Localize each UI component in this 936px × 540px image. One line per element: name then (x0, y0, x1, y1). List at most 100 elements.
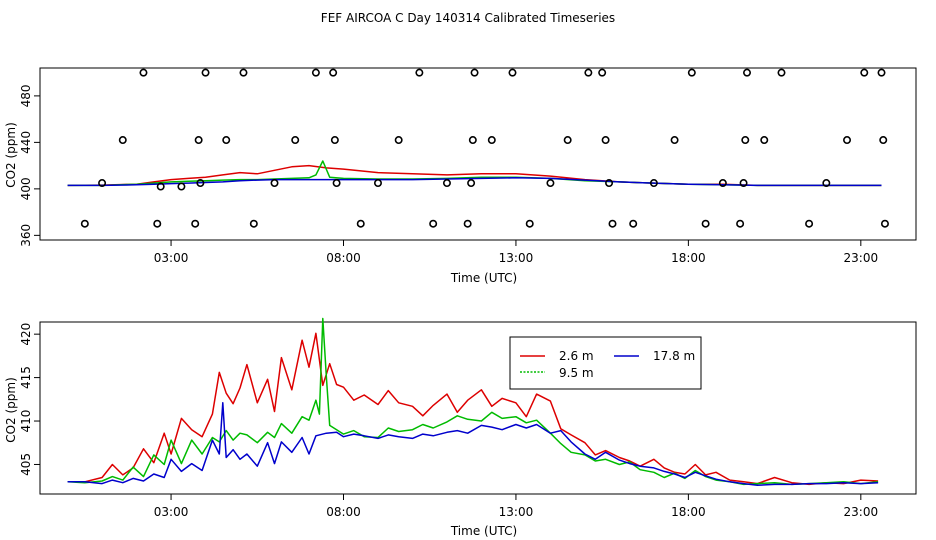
panel-1-outlier-point (777, 68, 786, 77)
panel-2-y-tick-label: 405 (19, 453, 33, 476)
panel-2-x-tick-label: 23:00 (844, 505, 879, 519)
panel-2-series-17-8-m (67, 402, 879, 487)
panel-1-outlier-point (153, 219, 162, 228)
panel-1-x-axis: 03:00 08:00 13:00 18:00 23:00 (154, 240, 878, 265)
panel-1-series (67, 68, 889, 228)
panel-1-outlier-point (330, 136, 339, 145)
panel-1-outlier-point (649, 179, 658, 188)
panel-1-outlier-point (525, 219, 534, 228)
panel-1-outlier-point (879, 136, 888, 145)
figure-title: FEF AIRCOA C Day 140314 Calibrated Times… (321, 11, 615, 25)
legend-label-9-5m: 9.5 m (559, 366, 594, 380)
panel-1-outlier-point (601, 136, 610, 145)
legend-box (509, 336, 702, 390)
panel-1-outlier-point (373, 179, 382, 188)
panel-1-outlier-point (822, 179, 831, 188)
panel-1-outlier-point (687, 68, 696, 77)
panel-1-y-tick-label: 440 (19, 131, 33, 154)
panel-1-outlier-point (177, 182, 186, 191)
panel-1-outlier-point (880, 219, 889, 228)
panel-1-outlier-point (860, 68, 869, 77)
panel-1-outlier-point (196, 179, 205, 188)
panel-1-outlier-point (332, 179, 341, 188)
panel-1-outlier-point (546, 179, 555, 188)
panel-1-outlier-point (356, 219, 365, 228)
panel-1-outlier-point (877, 68, 886, 77)
panel-1-outlier-point (470, 68, 479, 77)
panel-2-y-tick-label: 415 (19, 366, 33, 389)
panel-1-outlier-point (598, 68, 607, 77)
panel-1-outlier-point (584, 68, 593, 77)
panel-2-x-axis-label: Time (UTC) (450, 524, 517, 538)
panel-1-outlier-point (629, 219, 638, 228)
panel-1-outlier-point (843, 136, 852, 145)
panel-1-outlier-point (736, 219, 745, 228)
legend-label-2-6m: 2.6 m (559, 349, 594, 363)
panel-1-outlier-point (701, 219, 710, 228)
panel-1-y-axis: 360 400 440 480 (19, 84, 40, 247)
panel-1-outlier-point (291, 136, 300, 145)
panel-2-y-tick-label: 410 (19, 410, 33, 433)
panel-1-outlier-point (415, 68, 424, 77)
panel-1-outlier-point (605, 179, 614, 188)
panel-2: 03:00 08:00 13:00 18:00 23:00 405 410 415 420 T… (4, 317, 917, 538)
panel-1-outlier-point (311, 68, 320, 77)
panel-1-outlier-point (80, 219, 89, 228)
panel-1-outlier-point (222, 136, 231, 145)
panel-2-series-9-5-m (67, 317, 879, 486)
panel-1-outlier-point (743, 68, 752, 77)
panel-1-outlier-point (487, 136, 496, 145)
panel-1-outlier-point (467, 179, 476, 188)
panel-1-x-tick-label: 03:00 (154, 251, 189, 265)
panel-1-outlier-point (739, 179, 748, 188)
panel-1: 03:00 08:00 13:00 18:00 23:00 360 400 440 480 T… (4, 67, 917, 285)
panel-1-outlier-point (741, 136, 750, 145)
panel-1-outlier-point (270, 179, 279, 188)
panel-1-outlier-point (429, 219, 438, 228)
panel-2-x-tick-label: 08:00 (326, 505, 361, 519)
panel-1-y-tick-label: 480 (19, 84, 33, 107)
panel-2-x-tick-label: 13:00 (499, 505, 534, 519)
panel-1-outlier-point (394, 136, 403, 145)
panel-1-outlier-point (156, 182, 165, 191)
panel-1-y-axis-label: CO2 (ppm) (4, 122, 18, 188)
panel-1-outlier-point (139, 68, 148, 77)
panel-1-outlier-point (442, 179, 451, 188)
panel-1-outlier-point (468, 136, 477, 145)
panel-1-outlier-point (194, 136, 203, 145)
panel-1-outlier-point (239, 68, 248, 77)
panel-1-outlier-point (98, 179, 107, 188)
legend-label-17-8m: 17.8 m (653, 349, 695, 363)
panel-1-x-axis-label: Time (UTC) (450, 271, 517, 285)
panel-2-x-tick-label: 18:00 (671, 505, 706, 519)
panel-2-x-tick-label: 03:00 (154, 505, 189, 519)
panel-1-outlier-point (670, 136, 679, 145)
panel-1-outlier-point (508, 68, 517, 77)
panel-1-outlier-point (718, 179, 727, 188)
legend: 2.6 m 17.8 m 9.5 m (509, 336, 702, 390)
panel-1-y-tick-label: 400 (19, 177, 33, 200)
panel-1-outlier-point (760, 136, 769, 145)
panel-1-outlier-point (118, 136, 127, 145)
panel-2-series (67, 317, 879, 487)
panel-1-x-tick-label: 13:00 (499, 251, 534, 265)
panel-2-plot-frame (39, 321, 917, 495)
panel-1-plot-frame (39, 67, 917, 241)
panel-1-outlier-point (805, 219, 814, 228)
panel-1-outlier-point (608, 219, 617, 228)
panel-1-x-tick-label: 08:00 (326, 251, 361, 265)
panel-2-series-2-6-m (67, 332, 879, 486)
panel-1-outlier-point (249, 219, 258, 228)
panel-2-y-tick-label: 420 (19, 323, 33, 346)
panel-2-y-axis: 405 410 415 420 (19, 323, 40, 476)
panel-1-outlier-point (563, 136, 572, 145)
panel-1-outlier-point (329, 68, 338, 77)
panel-2-x-axis: 03:00 08:00 13:00 18:00 23:00 (154, 494, 878, 519)
panel-1-outlier-point (191, 219, 200, 228)
panel-1-outlier-point (201, 68, 210, 77)
panel-1-y-tick-label: 360 (19, 224, 33, 247)
panel-1-x-tick-label: 23:00 (844, 251, 879, 265)
panel-1-outlier-point (463, 219, 472, 228)
panel-2-y-axis-label: CO2 (ppm) (4, 377, 18, 443)
